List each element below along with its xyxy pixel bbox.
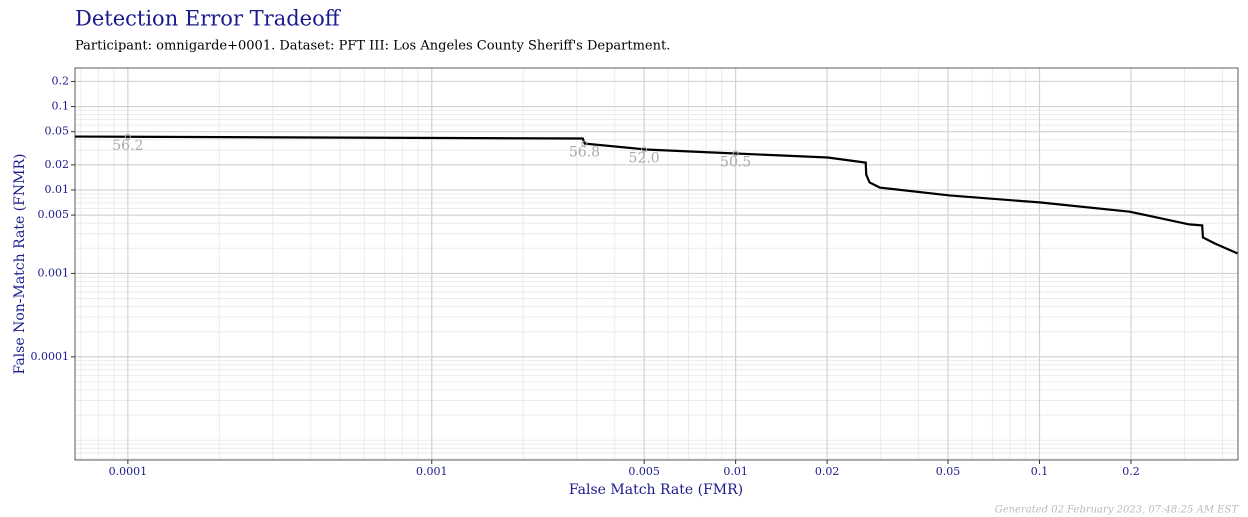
annotation-marker <box>641 146 648 153</box>
plot-border <box>74 67 1239 461</box>
x-tick-label: 0.1 <box>1031 465 1049 478</box>
x-tick-label: 0.0001 <box>109 465 148 478</box>
x-tick-label: 0.05 <box>936 465 961 478</box>
annotation: 56.2 <box>112 138 143 154</box>
x-axis-label: False Match Rate (FMR) <box>569 482 743 498</box>
x-tick-label: 0.2 <box>1122 465 1140 478</box>
y-tick-label: 0.1 <box>52 100 70 113</box>
y-tick-label: 0.05 <box>45 125 70 138</box>
annotation-marker <box>732 150 739 157</box>
annotation-marker <box>124 133 131 140</box>
annotation: 50.5 <box>720 154 751 170</box>
annotation: 56.8 <box>569 145 600 161</box>
y-tick-label: 0.02 <box>45 158 70 171</box>
footer: Generated 02 February 2023, 07:48:25 AM … <box>995 505 1240 516</box>
y-tick-label: 0.2 <box>52 74 70 87</box>
annotation: 52.0 <box>629 150 660 166</box>
y-tick-label: 0.01 <box>45 183 70 196</box>
chart-subtitle: Participant: omnigarde+0001. Dataset: PF… <box>75 39 670 54</box>
chart-title: Detection Error Tradeoff <box>75 7 342 31</box>
x-tick-label: 0.01 <box>723 465 748 478</box>
y-tick-label: 0.005 <box>38 208 70 221</box>
x-tick-label: 0.001 <box>416 465 448 478</box>
y-tick-label: 0.001 <box>38 266 70 279</box>
det-curve <box>74 135 1238 255</box>
x-tick-label: 0.02 <box>815 465 840 478</box>
annotation-marker <box>581 140 588 147</box>
x-tick-label: 0.005 <box>628 465 660 478</box>
y-tick-label: 0.0001 <box>31 350 70 363</box>
y-axis-label: False Non-Match Rate (FNMR) <box>12 154 28 375</box>
